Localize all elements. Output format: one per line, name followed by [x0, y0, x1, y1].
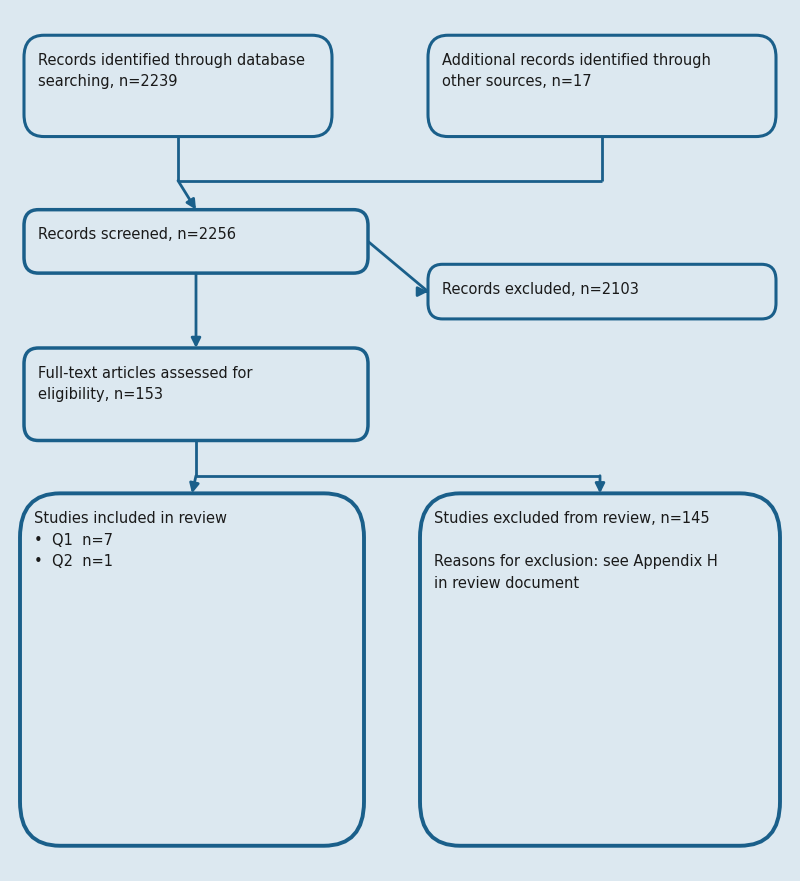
Text: Records screened, n=2256: Records screened, n=2256: [38, 227, 237, 242]
FancyBboxPatch shape: [24, 35, 332, 137]
Text: Records excluded, n=2103: Records excluded, n=2103: [442, 282, 639, 297]
Text: Full-text articles assessed for
eligibility, n=153: Full-text articles assessed for eligibil…: [38, 366, 253, 403]
FancyBboxPatch shape: [20, 493, 364, 846]
Text: Studies excluded from review, n=145

Reasons for exclusion: see Appendix H
in re: Studies excluded from review, n=145 Reas…: [434, 511, 718, 591]
Text: Studies included in review
•  Q1  n=7
•  Q2  n=1: Studies included in review • Q1 n=7 • Q2…: [34, 511, 227, 569]
Text: Records identified through database
searching, n=2239: Records identified through database sear…: [38, 53, 306, 90]
FancyBboxPatch shape: [428, 35, 776, 137]
FancyBboxPatch shape: [24, 348, 368, 440]
FancyBboxPatch shape: [428, 264, 776, 319]
FancyBboxPatch shape: [24, 210, 368, 273]
FancyBboxPatch shape: [420, 493, 780, 846]
Text: Additional records identified through
other sources, n=17: Additional records identified through ot…: [442, 53, 711, 90]
